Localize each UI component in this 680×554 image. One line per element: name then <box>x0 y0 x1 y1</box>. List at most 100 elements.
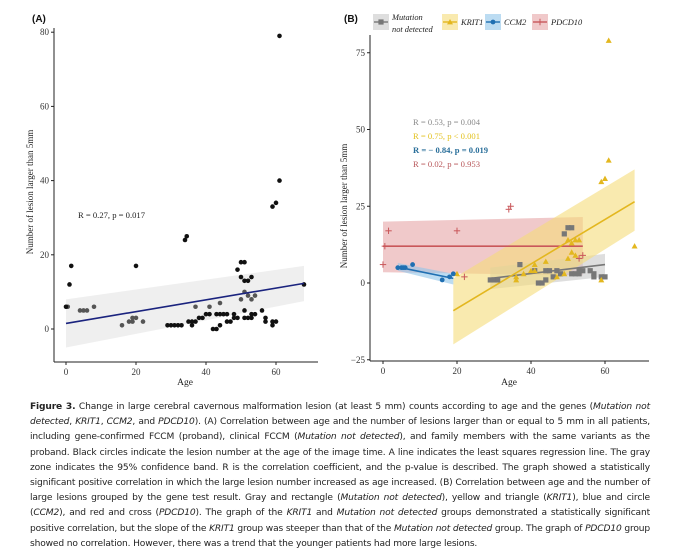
data-point <box>270 204 275 209</box>
data-point-square <box>543 268 549 274</box>
panel-b-y-label: Number of lesion larger than 5mm <box>339 144 349 269</box>
caption-text: group showed no correlation. However, th… <box>30 523 650 549</box>
y-tick-label: −25 <box>351 355 366 365</box>
panel-a-label: (A) <box>32 14 46 25</box>
x-tick-label: 40 <box>202 367 212 377</box>
data-point-gray <box>130 319 135 324</box>
data-point <box>196 315 202 321</box>
data-point-triangle <box>561 270 568 277</box>
panel-a: (A) 0 20 40 60 80 0 20 40 60 R = 0.27, p = 0.017… <box>25 14 318 388</box>
data-point <box>242 315 247 321</box>
panel-a-x-label: Age <box>177 378 193 388</box>
data-point-triangle <box>513 276 520 283</box>
figure-caption: Figure 3. Change in large cerebral caver… <box>30 400 650 552</box>
data-point <box>228 319 233 324</box>
data-point-square <box>580 268 586 274</box>
data-point-square <box>576 271 582 277</box>
correlation-annotation: R = 0.75, p < 0.001 <box>413 131 480 141</box>
data-point <box>242 278 247 284</box>
data-point-square <box>546 268 553 274</box>
data-point <box>242 259 247 265</box>
data-point <box>224 319 230 324</box>
caption-italic-term: PDCD10 <box>158 508 196 519</box>
data-point-triangle <box>520 270 527 277</box>
regression-line-krit1 <box>452 200 636 312</box>
legend-label: not detected <box>392 25 434 34</box>
caption-lead: Figure 3. <box>30 402 76 412</box>
data-point <box>200 315 205 321</box>
data-point <box>67 282 72 287</box>
data-point <box>68 263 74 269</box>
data-point-cross <box>461 273 468 281</box>
data-point-triangle <box>454 270 460 277</box>
data-point-gray <box>133 315 139 321</box>
panel-a-axes: 0 20 40 60 80 0 20 40 60 <box>40 27 318 377</box>
data-point-cross <box>536 18 544 26</box>
data-point-triangle <box>565 255 571 261</box>
data-point <box>193 319 198 324</box>
correlation-annotation: R = − 0.84, p = 0.019 <box>413 145 488 155</box>
data-point <box>207 311 212 317</box>
data-point <box>252 311 258 317</box>
caption-italic-term: CCM2 <box>33 508 60 519</box>
data-point <box>249 315 254 321</box>
panel-b-points <box>379 37 638 286</box>
data-point-square <box>576 268 582 274</box>
caption-italic-term: KRIT1 <box>75 417 101 428</box>
data-point-triangle <box>447 19 453 25</box>
data-point <box>235 267 240 272</box>
data-point-square <box>554 268 560 274</box>
data-point-gray <box>84 308 90 313</box>
panel-a-confidence-band <box>66 265 304 348</box>
caption-italic-term: Mutation not detected <box>297 432 400 443</box>
data-point <box>249 274 254 280</box>
data-point-square <box>535 280 541 286</box>
caption-text: , <box>69 417 76 428</box>
data-point-gray <box>207 304 212 310</box>
data-point-gray <box>238 297 244 302</box>
data-point-square <box>517 261 523 268</box>
data-point <box>263 315 268 321</box>
data-point-circle <box>395 265 401 271</box>
y-tick-label: 80 <box>40 27 50 37</box>
data-point-square <box>598 274 604 280</box>
data-point <box>203 311 209 317</box>
caption-italic-term: PDCD10 <box>158 417 195 428</box>
data-point-gray <box>81 308 86 313</box>
data-point-gray <box>252 293 258 298</box>
data-point-gray <box>249 297 254 302</box>
panel-a-points <box>63 33 307 332</box>
data-point-triangle <box>568 249 575 255</box>
data-point <box>184 233 190 239</box>
panel-b-axes: −25 0 25 50 75 0 20 40 60 <box>351 35 649 376</box>
caption-text: Change in large cerebral cavernous malfo… <box>75 402 594 412</box>
data-point-square <box>591 274 597 280</box>
caption-text: groups demonstrated a statistically sign… <box>30 508 651 534</box>
data-point-cross <box>379 261 387 268</box>
y-tick-label: 25 <box>356 201 366 211</box>
panel-b-x-label: Age <box>501 378 517 388</box>
panel-a-annotation: R = 0.27, p = 0.017 <box>78 210 146 220</box>
data-point <box>270 319 275 324</box>
y-tick-label: 40 <box>40 176 50 186</box>
caption-text: ). (A) Correlation between age and the n… <box>30 417 651 443</box>
caption-text: group was steeper than that of the <box>234 523 394 534</box>
x-tick-label: 20 <box>132 367 142 377</box>
data-point <box>189 322 195 328</box>
caption-italic-term: KRIT1 <box>546 493 573 504</box>
panel-b-label: (B) <box>344 14 358 25</box>
data-point-circle <box>447 274 452 280</box>
data-point-square <box>491 277 497 283</box>
y-tick-label: 60 <box>40 101 50 111</box>
data-point <box>189 319 195 324</box>
data-point-triangle <box>572 252 579 258</box>
data-point-square <box>569 271 575 277</box>
data-point-triangle <box>576 237 583 243</box>
data-point <box>217 322 223 328</box>
data-point <box>221 311 226 317</box>
data-point-gray <box>126 319 132 324</box>
data-point-square <box>558 271 564 277</box>
data-point-triangle <box>631 243 638 249</box>
data-point <box>210 326 216 332</box>
data-point-circle <box>490 19 496 25</box>
